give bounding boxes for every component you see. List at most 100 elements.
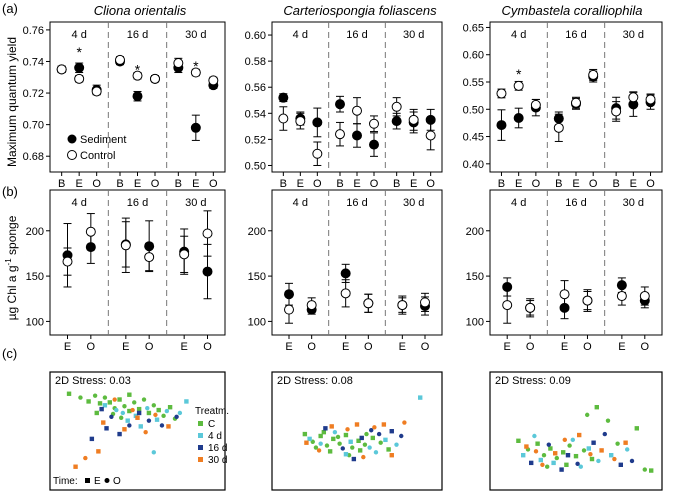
panel-c-1-point-dot (151, 403, 156, 408)
legend-label-16d: 16 d (208, 443, 227, 454)
panel-c-2-point-dot (378, 440, 383, 445)
panel-a-2-ytick-label: 0.54 (245, 108, 266, 120)
panel-c-3-point-square (516, 438, 521, 443)
panel-a-1-xtick-label: O (92, 178, 101, 190)
panel-a-2-sediment-point (391, 116, 402, 127)
panel-c-2-point-dot (369, 428, 374, 433)
panel-b-3-time-label: 4 d (511, 197, 526, 209)
panel-a-3-control-point (571, 97, 581, 108)
panel-a-3-significance-asterisk: * (516, 66, 522, 82)
panel-a-1-xtick-label: B (58, 178, 65, 190)
panel-c-3-point-square (564, 462, 569, 467)
panel-c-3-stress-label: 2D Stress: 0.09 (495, 375, 571, 387)
panel-a-2-sediment-point (278, 92, 289, 103)
panel-c-1-point-dot (122, 404, 127, 409)
panel-b-1-ytick-label: 150 (26, 271, 44, 283)
panel-a-2-ytick-label: 0.58 (245, 56, 266, 68)
panel-b-2-xtick-label: O (421, 341, 430, 353)
species-title-cliona: Cliona orientalis (94, 3, 187, 18)
panel-c-3-point-square (589, 456, 595, 462)
panel-c-1-point-dot (161, 413, 166, 419)
panel-a-3-ytick-label: 0.60 (463, 50, 484, 62)
panel-label-c: (c) (2, 346, 17, 361)
panel-b-3-time-label: 30 d (623, 197, 644, 209)
panel-a-1-ytick-label: 0.74 (23, 56, 44, 68)
panel-a-3-sediment-point (496, 120, 507, 131)
panel-c-3-point-square (591, 440, 596, 445)
panel-b-1-control-point (120, 240, 131, 251)
panel-c-1-point-square (102, 403, 108, 408)
panel-b-3-xtick-label: O (641, 341, 650, 353)
legend-sediment-label: Sediment (80, 134, 126, 146)
panel-c-3-point-dot (554, 455, 559, 461)
panel-a-1-xtick-label: B (175, 178, 182, 190)
legend-sediment-marker (67, 134, 77, 144)
panel-a-3-control-point (530, 99, 541, 110)
panel-b-2-ytick-label: 100 (248, 316, 266, 328)
panel-c-1-point-square (97, 401, 103, 406)
nmds-legend: Treatm. C 4 d 16 d 30 d Time: E O (53, 406, 229, 487)
panel-c-3-point-square (529, 460, 534, 466)
legend-time-square (85, 478, 90, 483)
panel-a-2-xtick-label: O (370, 178, 379, 190)
panel-a-3-xtick-label: B (498, 178, 505, 190)
panel-c-3-point-square (573, 453, 579, 459)
panel-c-2-point-square (304, 440, 309, 445)
panel-a-2-control-point (408, 114, 419, 125)
panel-a-1-control-point (208, 75, 219, 86)
panel-a-2-control-point (369, 118, 379, 129)
panel-c-3-point-dot (533, 449, 539, 454)
panel-c-3-point-square (577, 432, 582, 438)
panel-c-1-point-dot (177, 410, 183, 416)
panel-b-2-control-point (397, 300, 408, 311)
panel-c-1-point-dot (120, 410, 126, 416)
panel-a-1-control-point (150, 73, 160, 84)
panel-b-2-xtick-label: O (307, 341, 316, 353)
panel-c-1-point-dot (83, 455, 88, 461)
panel-b-3-xtick-label: E (561, 341, 568, 353)
panel-a-3-xtick-label: O (646, 178, 655, 190)
panel-c-2-point-dot (332, 429, 338, 435)
panel-b-1-time-label: 4 d (72, 197, 87, 209)
panel-c-2-point-square (331, 436, 336, 442)
panel-b-2-time-label: 16 d (346, 197, 367, 209)
panel-c-1-point-square (117, 431, 122, 437)
panel-a-1-ytick-label: 0.72 (23, 88, 44, 100)
panel-a-2-control-point (391, 101, 402, 112)
panel-c-3-point-dot (541, 453, 547, 458)
panel-a-1-control-point (91, 86, 102, 97)
panel-c-1-point-square (66, 391, 72, 396)
panel-a-1-control-point (173, 58, 184, 69)
panel-a-3-control-point (588, 69, 599, 80)
panel-a-2-sediment-point (352, 130, 362, 141)
panel-a-1-xtick-label: E (192, 178, 199, 190)
panel-c-1-point-dot (109, 414, 114, 419)
panel-c-2-point-square (321, 429, 327, 435)
panel-c-1-point-square (94, 410, 99, 416)
panel-c-2-point-square (381, 422, 387, 427)
legend-time-label: Time: (53, 476, 78, 487)
panel-c-2-stress-label: 2D Stress: 0.08 (277, 375, 353, 387)
panel-c-3-point-dot (581, 448, 587, 453)
panel-c-1-point-dot (92, 393, 98, 398)
panel-b-3-xtick-label: E (504, 341, 511, 353)
panel-b-1-control-point (202, 228, 213, 239)
panel-c-2-point-square (359, 435, 364, 441)
panel-a-2-time-label: 16 d (346, 29, 367, 41)
panel-a-2-ytick-label: 0.50 (245, 160, 266, 172)
panel-b-2-control-point (340, 288, 351, 299)
panel-a-3-ytick-label: 0.45 (463, 132, 484, 144)
ylabel-b-sup: -1 (4, 258, 13, 266)
panel-a-2-control-point (312, 148, 323, 159)
panel-c-2-point-square (348, 439, 353, 444)
panel-a-1-xtick-label: O (209, 178, 218, 190)
panel-b-1-xtick-label: O (87, 341, 96, 353)
panel-a-1-ytick-label: 0.68 (23, 151, 44, 163)
panel-a-2-xtick-label: E (297, 178, 304, 190)
panel-c-3-point-dot (612, 456, 617, 462)
panel-c-1-point-square (86, 399, 91, 404)
panel-a-2-control-point (278, 113, 289, 124)
panel-c-2-point-dot (367, 445, 372, 450)
panel-b-1-time-label: 16 d (127, 197, 148, 209)
panel-c-2-point-square (383, 437, 388, 443)
